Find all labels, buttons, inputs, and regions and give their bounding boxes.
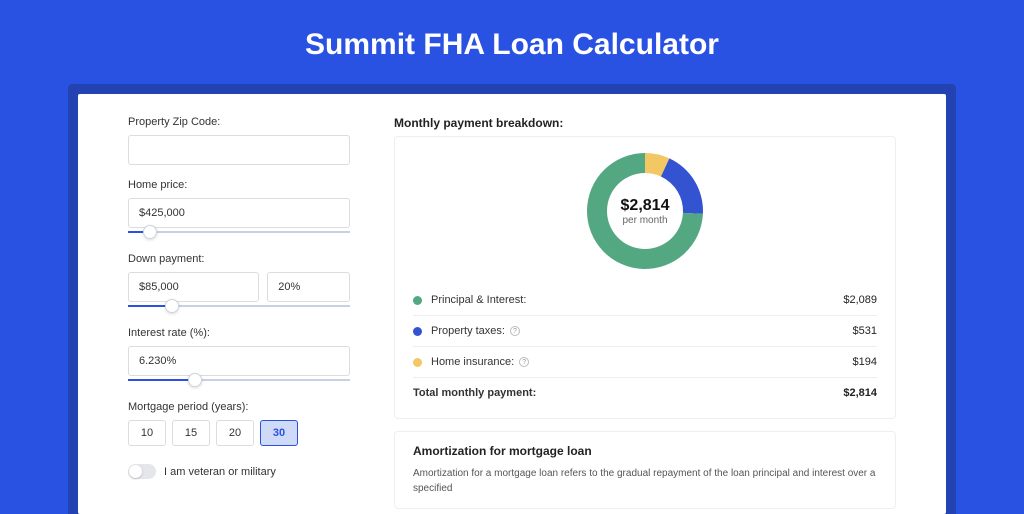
interest-rate-field-group: Interest rate (%):	[128, 327, 350, 387]
home-price-field-group: Home price:	[128, 179, 350, 239]
amortization-text: Amortization for a mortgage loan refers …	[413, 466, 877, 496]
down-payment-input[interactable]	[128, 272, 259, 302]
line-item-label: Home insurance:?	[431, 356, 853, 368]
legend-dot	[413, 296, 422, 305]
home-price-slider[interactable]	[128, 225, 350, 239]
slider-thumb[interactable]	[165, 299, 179, 313]
donut-chart: $2,814 per month	[583, 149, 707, 273]
zip-field-group: Property Zip Code:	[128, 116, 350, 165]
zip-input[interactable]	[128, 135, 350, 165]
info-icon[interactable]: ?	[510, 326, 520, 336]
total-value: $2,814	[843, 387, 877, 399]
veteran-label: I am veteran or military	[164, 466, 276, 478]
slider-track-line	[128, 231, 350, 233]
slider-thumb[interactable]	[188, 373, 202, 387]
info-icon[interactable]: ?	[519, 357, 529, 367]
mortgage-period-option[interactable]: 15	[172, 420, 210, 446]
donut-center-value: $2,814	[621, 197, 670, 215]
breakdown-line-item: Home insurance:?$194	[413, 347, 877, 378]
home-price-input[interactable]	[128, 198, 350, 228]
breakdown-column: Monthly payment breakdown: $2,814 per mo…	[368, 94, 946, 514]
down-payment-slider[interactable]	[128, 299, 350, 313]
legend-dot	[413, 327, 422, 336]
breakdown-line-item: Principal & Interest:$2,089	[413, 285, 877, 316]
outer-card: Property Zip Code: Home price: Down paym…	[68, 84, 956, 514]
legend-dot	[413, 358, 422, 367]
mortgage-period-buttons: 10152030	[128, 420, 350, 446]
interest-rate-input[interactable]	[128, 346, 350, 376]
line-item-value: $2,089	[843, 294, 877, 306]
mortgage-period-field-group: Mortgage period (years): 10152030	[128, 401, 350, 446]
breakdown-line-item: Property taxes:?$531	[413, 316, 877, 347]
veteran-toggle-row: I am veteran or military	[128, 464, 350, 479]
slider-thumb[interactable]	[143, 225, 157, 239]
line-item-value: $194	[853, 356, 877, 368]
interest-rate-label: Interest rate (%):	[128, 327, 350, 339]
calculator-card: Property Zip Code: Home price: Down paym…	[78, 94, 946, 514]
line-item-label: Property taxes:?	[431, 325, 853, 337]
slider-fill	[128, 379, 195, 381]
mortgage-period-label: Mortgage period (years):	[128, 401, 350, 413]
interest-rate-slider[interactable]	[128, 373, 350, 387]
down-payment-percent-input[interactable]	[267, 272, 350, 302]
inputs-column: Property Zip Code: Home price: Down paym…	[78, 94, 368, 514]
line-item-label: Principal & Interest:	[431, 294, 843, 306]
down-payment-field-group: Down payment:	[128, 253, 350, 313]
donut-chart-wrap: $2,814 per month	[413, 149, 877, 273]
donut-center: $2,814 per month	[583, 149, 707, 273]
total-label: Total monthly payment:	[413, 387, 843, 399]
breakdown-box: $2,814 per month Principal & Interest:$2…	[394, 136, 896, 419]
mortgage-period-option[interactable]: 20	[216, 420, 254, 446]
home-price-label: Home price:	[128, 179, 350, 191]
down-payment-label: Down payment:	[128, 253, 350, 265]
mortgage-period-option[interactable]: 30	[260, 420, 298, 446]
donut-center-sub: per month	[622, 215, 667, 226]
amortization-box: Amortization for mortgage loan Amortizat…	[394, 431, 896, 509]
line-item-value: $531	[853, 325, 877, 337]
mortgage-period-option[interactable]: 10	[128, 420, 166, 446]
amortization-title: Amortization for mortgage loan	[413, 444, 877, 458]
zip-label: Property Zip Code:	[128, 116, 350, 128]
veteran-toggle[interactable]	[128, 464, 156, 479]
total-row: Total monthly payment: $2,814	[413, 378, 877, 408]
breakdown-header: Monthly payment breakdown:	[394, 116, 896, 130]
toggle-knob	[129, 465, 142, 478]
page-title: Summit FHA Loan Calculator	[0, 0, 1024, 84]
